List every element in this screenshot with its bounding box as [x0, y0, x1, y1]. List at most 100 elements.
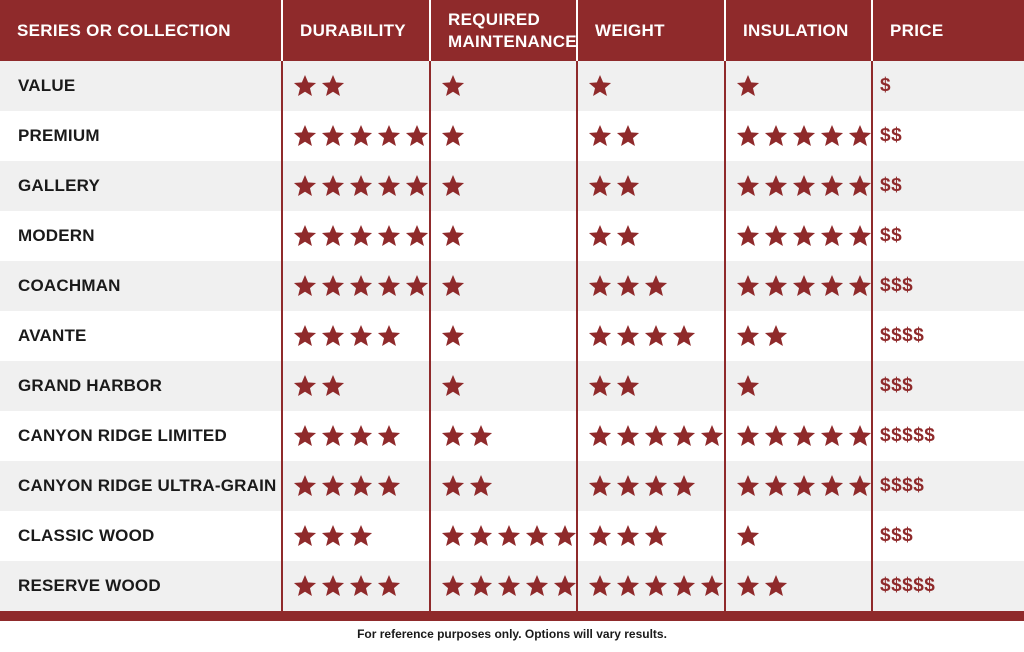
- rating-insulation: [735, 323, 789, 349]
- rating-maintenance: [440, 423, 494, 449]
- star-icon: [615, 123, 641, 149]
- star-icon: [404, 273, 430, 299]
- rating-weight: [587, 273, 669, 299]
- star-icon: [763, 473, 789, 499]
- star-icon: [292, 573, 318, 599]
- series-name: GRAND HARBOR: [0, 361, 281, 411]
- star-icon: [496, 573, 522, 599]
- star-icon: [320, 423, 346, 449]
- star-icon: [735, 323, 761, 349]
- maintenance-cell: [429, 211, 576, 261]
- series-name: MODERN: [0, 211, 281, 261]
- header-price: PRICE: [871, 0, 1024, 61]
- series-name: AVANTE: [0, 311, 281, 361]
- star-icon: [440, 273, 466, 299]
- rating-weight: [587, 123, 641, 149]
- star-icon: [376, 273, 402, 299]
- series-name: CANYON RIDGE ULTRA-GRAIN: [0, 461, 281, 511]
- star-icon: [643, 573, 669, 599]
- price-cell: $$$$$: [871, 561, 1024, 611]
- series-name: CLASSIC WOOD: [0, 511, 281, 561]
- star-icon: [791, 173, 817, 199]
- maintenance-cell: [429, 61, 576, 111]
- star-icon: [320, 323, 346, 349]
- series-name: COACHMAN: [0, 261, 281, 311]
- star-icon: [404, 173, 430, 199]
- maintenance-cell: [429, 411, 576, 461]
- star-icon: [763, 273, 789, 299]
- rating-durability: [292, 223, 430, 249]
- maintenance-cell: [429, 361, 576, 411]
- star-icon: [292, 123, 318, 149]
- durability-cell: [281, 461, 429, 511]
- star-icon: [348, 223, 374, 249]
- star-icon: [847, 223, 873, 249]
- star-icon: [376, 323, 402, 349]
- star-icon: [376, 223, 402, 249]
- maintenance-cell: [429, 161, 576, 211]
- star-icon: [643, 323, 669, 349]
- star-icon: [587, 273, 613, 299]
- star-icon: [615, 473, 641, 499]
- star-icon: [763, 223, 789, 249]
- star-icon: [292, 523, 318, 549]
- star-icon: [348, 523, 374, 549]
- star-icon: [468, 473, 494, 499]
- star-icon: [587, 73, 613, 99]
- rating-insulation: [735, 573, 789, 599]
- star-icon: [440, 573, 466, 599]
- star-icon: [615, 423, 641, 449]
- star-icon: [440, 123, 466, 149]
- star-icon: [440, 73, 466, 99]
- rating-maintenance: [440, 373, 466, 399]
- durability-cell: [281, 61, 429, 111]
- star-icon: [735, 173, 761, 199]
- star-icon: [671, 573, 697, 599]
- rating-durability: [292, 273, 430, 299]
- star-icon: [819, 173, 845, 199]
- durability-cell: [281, 411, 429, 461]
- weight-cell: [576, 411, 724, 461]
- insulation-cell: [724, 311, 871, 361]
- price-cell: $$: [871, 161, 1024, 211]
- star-icon: [735, 273, 761, 299]
- star-icon: [496, 523, 522, 549]
- weight-cell: [576, 61, 724, 111]
- maintenance-cell: [429, 461, 576, 511]
- star-icon: [819, 473, 845, 499]
- rating-durability: [292, 573, 402, 599]
- durability-cell: [281, 311, 429, 361]
- star-icon: [615, 373, 641, 399]
- star-icon: [376, 473, 402, 499]
- star-icon: [671, 473, 697, 499]
- insulation-cell: [724, 461, 872, 511]
- rating-maintenance: [440, 223, 466, 249]
- rating-weight: [587, 173, 641, 199]
- star-icon: [348, 473, 374, 499]
- star-icon: [292, 273, 318, 299]
- price-cell: $$$: [871, 511, 1024, 561]
- insulation-cell: [724, 411, 872, 461]
- price-cell: $$: [871, 211, 1024, 261]
- insulation-cell: [724, 161, 872, 211]
- price-cell: $$: [871, 111, 1024, 161]
- insulation-cell: [724, 261, 872, 311]
- star-icon: [468, 523, 494, 549]
- star-icon: [376, 423, 402, 449]
- header-series: SERIES OR COLLECTION: [17, 20, 231, 40]
- star-icon: [524, 573, 550, 599]
- star-icon: [735, 473, 761, 499]
- rating-maintenance: [440, 173, 466, 199]
- star-icon: [348, 273, 374, 299]
- star-icon: [320, 223, 346, 249]
- rating-insulation: [735, 73, 761, 99]
- rating-durability: [292, 123, 430, 149]
- star-icon: [348, 423, 374, 449]
- series-name: RESERVE WOOD: [0, 561, 281, 611]
- star-icon: [791, 273, 817, 299]
- star-icon: [440, 423, 466, 449]
- series-name: GALLERY: [0, 161, 281, 211]
- star-icon: [552, 573, 578, 599]
- weight-cell: [576, 211, 724, 261]
- weight-cell: [576, 361, 724, 411]
